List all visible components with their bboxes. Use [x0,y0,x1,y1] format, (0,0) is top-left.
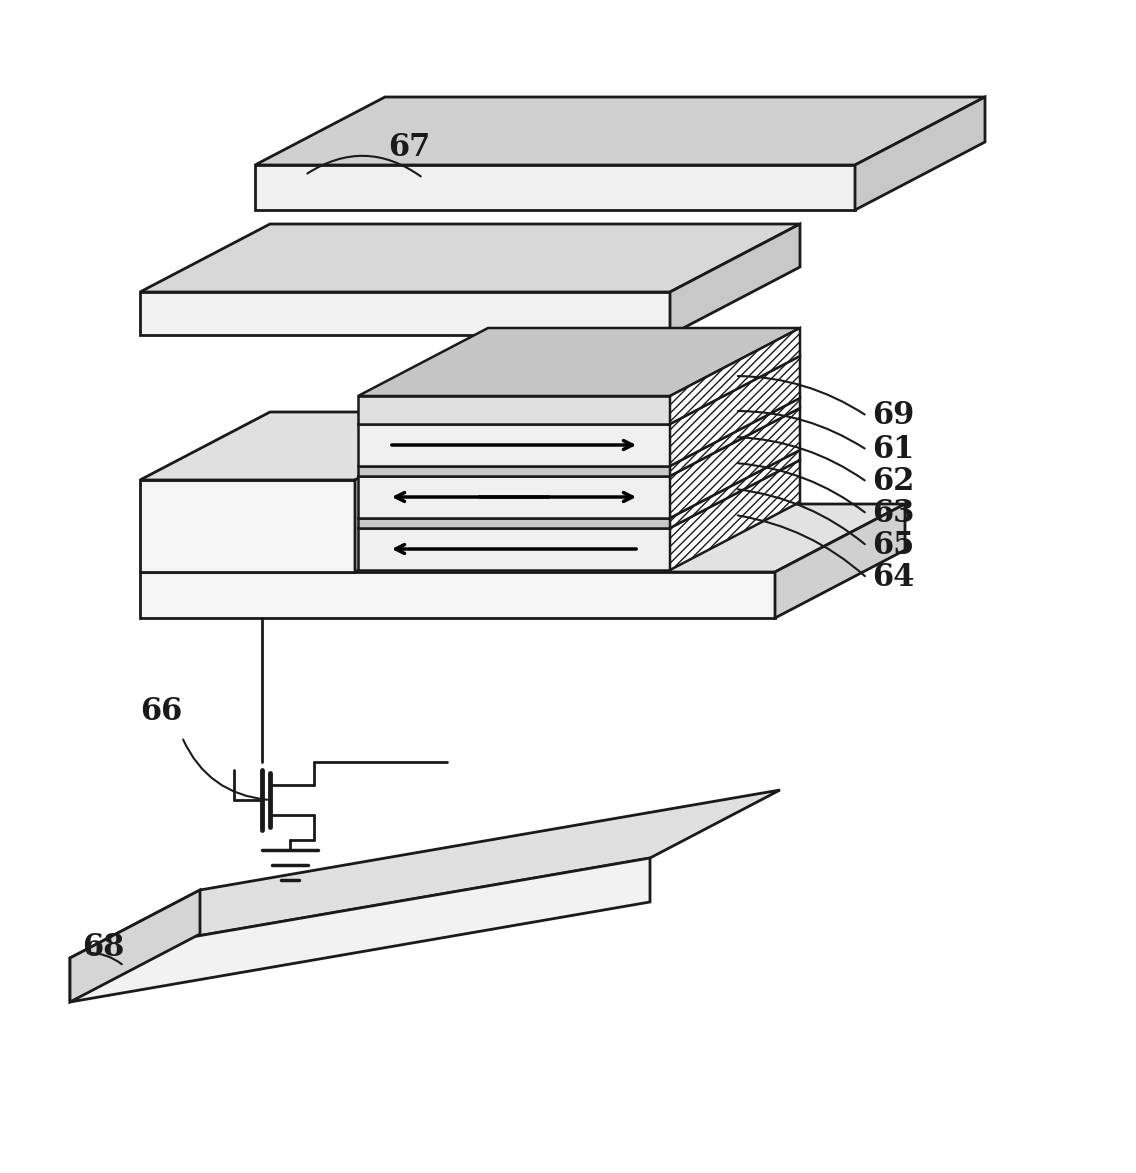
Polygon shape [358,450,800,518]
Polygon shape [140,224,800,292]
Polygon shape [670,408,800,518]
Text: 69: 69 [872,400,914,432]
Polygon shape [140,412,485,480]
Polygon shape [670,224,800,335]
Polygon shape [70,789,780,958]
Polygon shape [670,328,800,423]
Polygon shape [358,518,670,528]
Polygon shape [358,408,800,476]
Polygon shape [775,504,905,618]
Polygon shape [855,97,985,210]
Polygon shape [358,396,670,423]
Polygon shape [358,423,670,466]
Polygon shape [358,355,800,423]
Polygon shape [140,504,905,572]
Text: 62: 62 [872,467,914,497]
Text: 65: 65 [872,530,914,562]
Text: 67: 67 [389,133,431,163]
Polygon shape [670,398,800,476]
Polygon shape [358,460,800,528]
Polygon shape [670,355,800,466]
Polygon shape [670,460,800,570]
Text: 64: 64 [872,563,914,594]
Polygon shape [70,857,650,1002]
Text: 66: 66 [140,697,182,727]
Polygon shape [254,165,855,210]
Polygon shape [140,480,354,572]
Polygon shape [358,328,800,396]
Text: 61: 61 [872,434,914,466]
Polygon shape [140,572,775,618]
Text: 68: 68 [82,933,124,963]
Polygon shape [254,97,985,165]
Polygon shape [140,292,670,335]
Text: 63: 63 [872,499,914,529]
Polygon shape [358,398,800,466]
Polygon shape [354,412,485,572]
Polygon shape [358,528,670,570]
Polygon shape [358,466,670,476]
Polygon shape [670,450,800,528]
Polygon shape [70,890,200,1002]
Polygon shape [358,476,670,518]
